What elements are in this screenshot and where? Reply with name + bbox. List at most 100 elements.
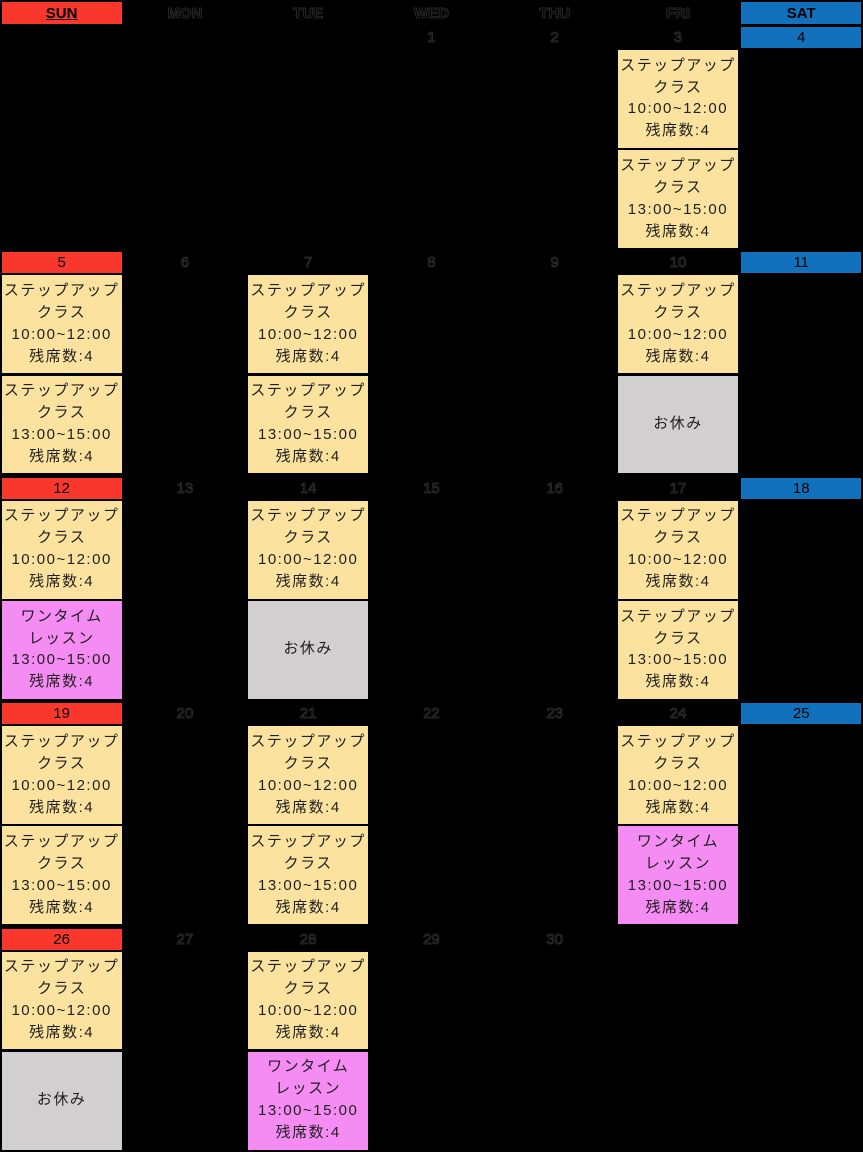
event-line: 残席数:4: [275, 1023, 341, 1041]
date-number: 21: [299, 705, 317, 723]
lesson-slot-onetime[interactable]: ワンタイム レッスン 13:00~15:00 残席数:4: [617, 826, 739, 925]
date-number: 19: [1, 703, 122, 725]
date-number: 16: [546, 479, 564, 497]
event-line: 残席数:4: [275, 347, 341, 365]
event-line: 残席数:4: [275, 1124, 341, 1142]
header-col-sat: SAT: [740, 0, 863, 25]
holiday-block: お休み: [248, 601, 369, 699]
event-line: レッスン: [644, 854, 711, 872]
event-line: クラス: [653, 178, 703, 196]
lesson-slot-stepup[interactable]: ステップアップ クラス 13:00~15:00 残席数:4: [248, 826, 369, 925]
date-number: 24: [669, 705, 687, 723]
lesson-slot-stepup[interactable]: ステップアップ クラス 10:00~12:00 残席数:4: [248, 951, 369, 1050]
event-line: クラス: [653, 529, 703, 547]
lesson-slot-stepup[interactable]: ステップアップ クラス 10:00~12:00 残席数:4: [248, 275, 369, 374]
event-line: クラス: [653, 78, 703, 96]
lesson-slot-stepup[interactable]: ステップアップ クラス 10:00~12:00 残席数:4: [1, 951, 122, 1050]
day-cell-2: 2: [493, 25, 616, 250]
day-cell-14: 14 ステップアップ クラス 10:00~12:00 残席数:4 お休み: [247, 476, 370, 701]
date-number: 30: [546, 930, 564, 948]
event-line: お休み: [653, 415, 703, 433]
date-number: 17: [669, 479, 687, 497]
day-cell-1: 1: [370, 25, 493, 250]
day-cell-3: 3 ステップアップ クラス 10:00~12:00 残席数:4 ステップアップ クラス 13:…: [616, 25, 739, 250]
event-line: クラス: [283, 980, 333, 998]
day-cell-5: 5 ステップアップ クラス 10:00~12:00 残席数:4 ステップアップ クラス 13:…: [0, 250, 123, 475]
event-line: ワンタイム: [636, 833, 720, 850]
lesson-slot-onetime[interactable]: ワンタイム レッスン 13:00~15:00 残席数:4: [1, 601, 122, 699]
event-line: ステップアップ: [3, 281, 120, 299]
day-cell-9: 9: [493, 250, 616, 475]
event-line: 残席数:4: [645, 573, 711, 591]
date-number: 27: [176, 930, 194, 948]
date-number: 15: [423, 479, 440, 497]
event-line: 10:00~12:00: [11, 551, 112, 569]
event-line: ステップアップ: [620, 607, 736, 625]
weekday-label-tue: TUE: [293, 4, 324, 22]
day-cell-19: 19 ステップアップ クラス 10:00~12:00 残席数:4 ステップアップ クラス 13…: [0, 701, 123, 926]
event-line: 10:00~12:00: [11, 1002, 112, 1020]
event-line: ステップアップ: [620, 732, 736, 750]
event-line: クラス: [37, 980, 87, 998]
event-line: ステップアップ: [250, 732, 366, 750]
event-line: クラス: [37, 303, 87, 321]
lesson-slot-stepup[interactable]: ステップアップ クラス 10:00~12:00 残席数:4: [617, 275, 739, 374]
lesson-slot-stepup[interactable]: ステップアップ クラス 13:00~15:00 残席数:4: [1, 375, 122, 474]
event-line: クラス: [653, 303, 703, 321]
lesson-slot-stepup[interactable]: ステップアップ クラス 13:00~15:00 残席数:4: [248, 375, 369, 474]
weekday-header-row: SUN MON TUE WED THU FRI SAT: [0, 0, 863, 25]
lesson-slot-stepup[interactable]: ステップアップ クラス 10:00~12:00 残席数:4: [617, 726, 739, 824]
event-line: クラス: [283, 303, 333, 321]
event-line: ステップアップ: [620, 56, 736, 74]
weekday-label-wed: WED: [413, 4, 450, 22]
date-number: 22: [423, 705, 440, 723]
day-cell-empty: [0, 25, 123, 250]
day-cell-12: 12 ステップアップ クラス 10:00~12:00 残席数:4 ワンタイム レッスン 13:…: [0, 476, 123, 701]
day-cell-30: 30: [493, 927, 616, 1152]
event-line: ステップアップ: [3, 732, 120, 750]
event-line: クラス: [653, 754, 703, 772]
event-line: ステップアップ: [250, 958, 366, 976]
event-line: 残席数:4: [29, 573, 95, 591]
day-cell-10: 10 ステップアップ クラス 10:00~12:00 残席数:4 お休み: [616, 250, 739, 475]
date-number: 20: [176, 705, 194, 723]
day-cell-empty: [123, 25, 246, 250]
lesson-slot-stepup[interactable]: ステップアップ クラス 10:00~12:00 残席数:4: [248, 726, 369, 824]
event-line: 残席数:4: [275, 798, 341, 816]
lesson-slot-stepup[interactable]: ステップアップ クラス 10:00~12:00 残席数:4: [1, 500, 122, 599]
lesson-slot-stepup[interactable]: ステップアップ クラス 10:00~12:00 残席数:4: [617, 50, 739, 148]
event-line: クラス: [283, 529, 333, 547]
date-number: 11: [741, 252, 862, 274]
date-number: 25: [741, 703, 862, 725]
weekday-label-mon: MON: [167, 4, 203, 22]
event-line: 残席数:4: [29, 347, 95, 365]
event-line: 13:00~15:00: [11, 426, 112, 444]
event-line: クラス: [283, 404, 333, 422]
event-line: レッスン: [275, 1080, 342, 1098]
week-row-1: 1 2 3 ステップアップ クラス 10:00~12:00 残席数:4 ステップアップ クラス 1…: [0, 25, 863, 250]
lesson-slot-stepup[interactable]: ステップアップ クラス 13:00~15:00 残席数:4: [617, 150, 739, 248]
lesson-slot-stepup[interactable]: ステップアップ クラス 10:00~12:00 残席数:4: [1, 726, 122, 824]
event-line: クラス: [37, 854, 87, 872]
event-line: 10:00~12:00: [11, 776, 112, 794]
lesson-slot-stepup[interactable]: ステップアップ クラス 10:00~12:00 残席数:4: [1, 275, 122, 374]
lesson-slot-stepup[interactable]: ステップアップ クラス 13:00~15:00 残席数:4: [1, 826, 122, 925]
lesson-slot-stepup[interactable]: ステップアップ クラス 13:00~15:00 残席数:4: [617, 601, 739, 699]
header-col-mon: MON: [123, 0, 246, 25]
event-line: ステップアップ: [250, 281, 366, 299]
day-cell-11: 11: [740, 250, 863, 475]
event-line: 10:00~12:00: [627, 325, 729, 343]
day-cell-23: 23: [493, 701, 616, 926]
lesson-slot-stepup[interactable]: ステップアップ クラス 10:00~12:00 残席数:4: [617, 500, 739, 599]
event-line: クラス: [283, 854, 333, 872]
event-line: ステップアップ: [3, 507, 120, 525]
week-row-5: 26 ステップアップ クラス 10:00~12:00 残席数:4 お休み 27 28 ステップア…: [0, 927, 863, 1152]
date-number: 28: [299, 930, 317, 948]
day-cell-empty: [247, 25, 370, 250]
lesson-slot-onetime[interactable]: ワンタイム レッスン 13:00~15:00 残席数:4: [248, 1051, 369, 1150]
lesson-slot-stepup[interactable]: ステップアップ クラス 10:00~12:00 残席数:4: [248, 500, 369, 599]
date-number: 6: [180, 254, 190, 272]
header-col-wed: WED: [370, 0, 493, 25]
event-line: クラス: [653, 629, 703, 647]
